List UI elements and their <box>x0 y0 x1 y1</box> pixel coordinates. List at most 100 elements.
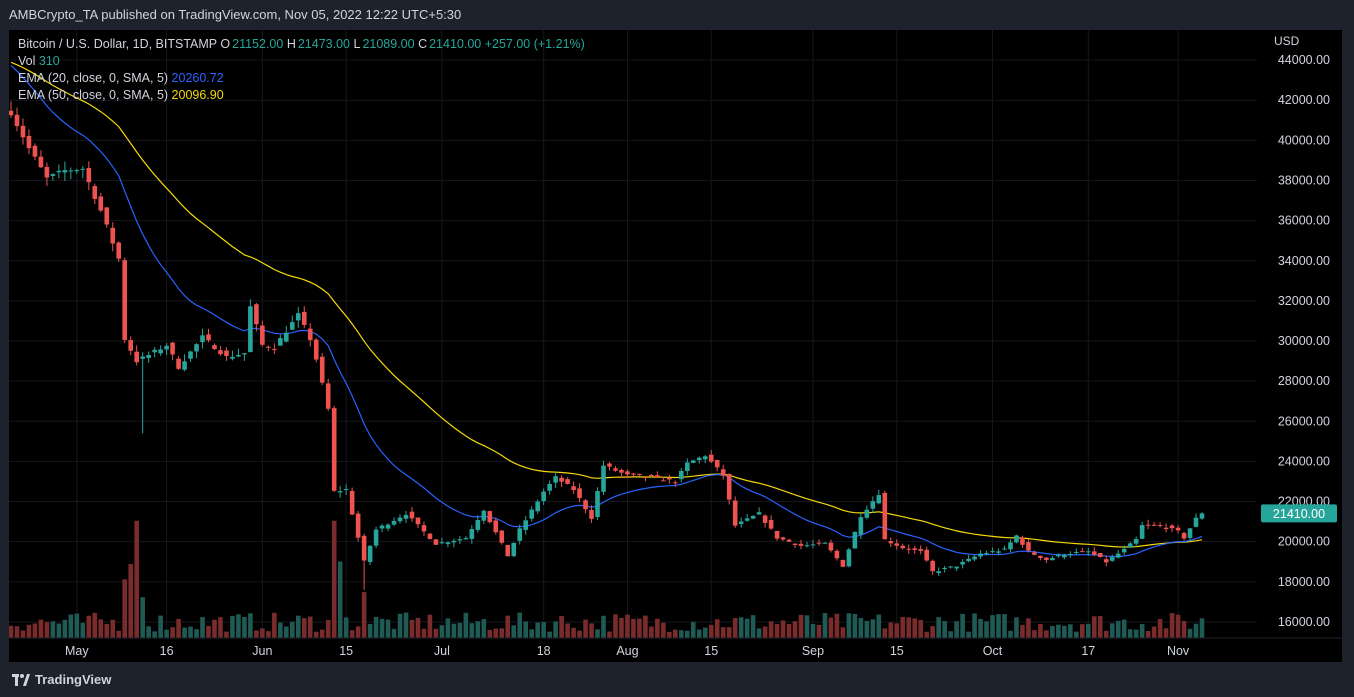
volume-bar <box>158 615 163 638</box>
volume-bar <box>331 520 337 638</box>
chart-pane[interactable]: USD 44000.00 42000.00 40000.00 38000.00 36000… <box>9 30 1342 662</box>
volume-bar <box>14 626 20 638</box>
volume-bar <box>224 631 229 638</box>
volume-label[interactable]: Vol <box>18 54 36 68</box>
volume-bar <box>481 619 487 638</box>
candle-body <box>541 491 546 502</box>
candle-body <box>972 556 977 560</box>
legend-symbol-row: Bitcoin / U.S. Dollar, 1D, BITSTAMP O 211… <box>18 36 585 53</box>
volume-bar <box>1074 631 1079 638</box>
open-label: O <box>220 37 231 51</box>
volume-bar <box>1032 630 1037 638</box>
candle-body <box>1139 525 1145 539</box>
candle-body <box>295 313 301 321</box>
ema20-label[interactable]: EMA (20, close, 0, SMA, 5) <box>18 71 169 85</box>
candle-body <box>116 242 122 259</box>
candle-body <box>690 460 696 463</box>
volume-bar <box>1080 624 1085 638</box>
candle-body <box>918 549 924 551</box>
volume-bar <box>607 631 612 638</box>
candle-body <box>996 551 1001 553</box>
candle-body <box>906 548 912 550</box>
volume-bar <box>367 624 373 638</box>
volume-bar <box>415 617 421 638</box>
candle-body <box>1008 542 1013 550</box>
candle-body <box>924 549 929 561</box>
volume-bar <box>625 614 630 638</box>
candle-body <box>1044 557 1049 561</box>
candle-body <box>583 500 588 510</box>
volume-bar <box>98 619 104 638</box>
volume-bar <box>62 619 68 638</box>
candle-body <box>631 473 636 475</box>
candle-body <box>92 186 98 199</box>
volume-bar <box>140 597 145 638</box>
volume-bar <box>726 627 732 638</box>
candle-body <box>601 465 606 492</box>
candle-body <box>559 477 564 482</box>
volume-bar <box>547 631 552 638</box>
candle-body <box>260 325 265 345</box>
volume-bar <box>505 615 511 638</box>
candle-body <box>571 486 576 491</box>
x-tick-label: Oct <box>983 644 1003 658</box>
volume-bar <box>493 628 499 638</box>
volume-bar <box>1056 624 1061 638</box>
volume-bar <box>900 616 906 638</box>
volume-bar <box>732 618 738 638</box>
price-chart[interactable]: USD 44000.00 42000.00 40000.00 38000.00 36000… <box>9 30 1342 662</box>
candle-body <box>56 170 62 173</box>
candle-body <box>379 525 385 529</box>
volume-bar <box>876 614 882 638</box>
candle-body <box>852 531 858 549</box>
symbol-name[interactable]: Bitcoin / U.S. Dollar, 1D, BITSTAMP <box>18 37 217 51</box>
candle-body <box>864 509 870 518</box>
volume-bar <box>649 626 654 638</box>
candle-body <box>1163 527 1169 530</box>
volume-bar <box>858 618 864 638</box>
candle-body <box>1026 542 1031 551</box>
candle-body <box>900 545 906 549</box>
y-tick-label: 20000.00 <box>1278 535 1330 549</box>
candle-body <box>846 549 852 567</box>
candle-body <box>613 468 618 471</box>
volume-bar <box>272 612 277 638</box>
volume-bar <box>56 623 62 638</box>
volume-bar <box>990 615 995 638</box>
candle-body <box>218 350 223 355</box>
candle-body <box>1145 524 1151 526</box>
volume-bar <box>619 617 624 638</box>
ema50-label[interactable]: EMA (50, close, 0, SMA, 5) <box>18 88 169 102</box>
candle-body <box>1002 548 1007 550</box>
volume-bar <box>840 627 846 638</box>
tradingview-brand[interactable]: TradingView <box>12 672 111 687</box>
x-tick-label: Sep <box>802 644 824 658</box>
volume-bar <box>20 630 26 638</box>
volume-bar <box>355 626 361 638</box>
candle-body <box>762 515 768 523</box>
candle-body <box>870 501 876 509</box>
candle-body <box>361 535 367 561</box>
candle-body <box>1050 558 1055 561</box>
volume-bar <box>260 628 265 638</box>
volume-bar <box>870 619 876 638</box>
volume-bar <box>1097 615 1103 638</box>
volume-bar <box>457 622 463 638</box>
volume-bar <box>930 626 935 638</box>
candle-body <box>798 543 804 546</box>
volume-bar <box>1103 630 1109 638</box>
volume-bar <box>152 631 157 638</box>
candle-body <box>62 170 68 173</box>
candle-body <box>44 166 50 178</box>
volume-bar <box>816 624 822 638</box>
candle-body <box>463 537 469 540</box>
volume-bar <box>385 619 391 638</box>
volume-bar <box>918 620 924 638</box>
candle-body <box>194 344 199 352</box>
candle-body <box>888 541 894 544</box>
candle-body <box>810 544 816 546</box>
volume-bar <box>206 625 211 638</box>
y-tick-label: 30000.00 <box>1278 334 1330 348</box>
candle-body <box>1151 524 1157 526</box>
candle-body <box>433 539 439 545</box>
